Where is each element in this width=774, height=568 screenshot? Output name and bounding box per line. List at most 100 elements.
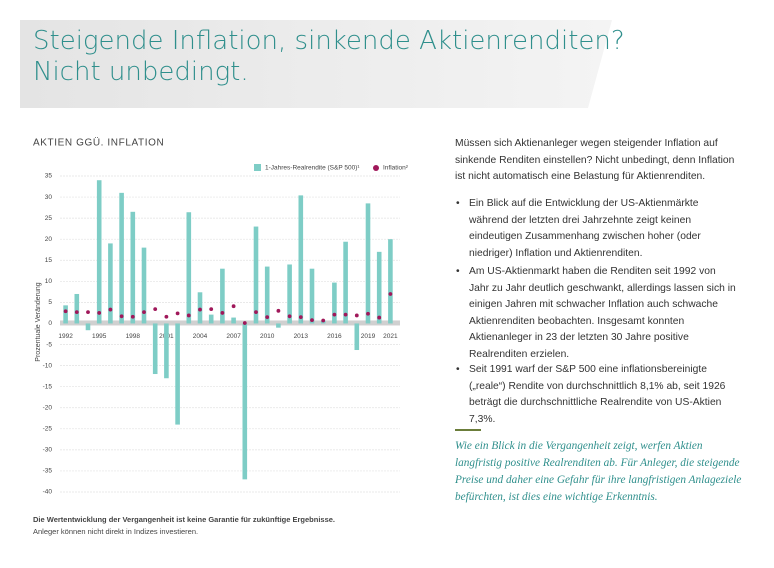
bar xyxy=(186,212,192,324)
bar xyxy=(264,266,270,324)
x-tick-label: 2019 xyxy=(361,333,376,340)
bar xyxy=(365,203,371,324)
quote: Wie ein Blick in die Vergangenheit zeigt… xyxy=(455,440,742,503)
bar xyxy=(354,323,360,351)
bar xyxy=(231,317,236,324)
x-tick-label: 2004 xyxy=(193,333,208,340)
bar xyxy=(287,264,292,324)
bar xyxy=(332,282,337,324)
bar xyxy=(85,323,91,331)
bar xyxy=(74,293,80,324)
bar xyxy=(96,180,102,324)
x-tick-label: 2016 xyxy=(327,333,342,340)
inflation-dot xyxy=(298,315,303,320)
inflation-dot xyxy=(130,314,135,319)
x-tick-label: 1995 xyxy=(92,333,107,340)
inflation-dot xyxy=(287,314,292,319)
y-tick-label: -5 xyxy=(46,341,52,348)
y-tick-label: 15 xyxy=(45,257,53,264)
bar xyxy=(376,251,382,324)
bullet: Ein Blick auf die Entwicklung der US-Akt… xyxy=(455,196,737,262)
inflation-dot xyxy=(377,315,382,320)
x-tick-label: 2010 xyxy=(260,333,275,340)
inflation-dot xyxy=(254,310,258,314)
x-tick-label: 1992 xyxy=(58,333,73,340)
inflation-dot xyxy=(97,311,102,315)
inflation-dot xyxy=(63,309,68,314)
y-tick-label: 20 xyxy=(45,236,53,243)
inflation-dot xyxy=(310,318,314,322)
bar xyxy=(119,192,124,324)
inflation-dot xyxy=(366,311,370,316)
inflation-dot xyxy=(321,318,326,323)
bar xyxy=(242,323,248,480)
y-axis-label: Prozentuale Veränderung xyxy=(35,282,42,361)
bar xyxy=(108,243,113,324)
inflation-dot xyxy=(153,307,158,312)
zero-band xyxy=(60,320,400,326)
inflation-dot xyxy=(164,314,169,319)
inflation-dot xyxy=(242,321,247,325)
inflation-dot xyxy=(265,315,270,320)
inflation-dot xyxy=(388,292,393,296)
quote-rule xyxy=(455,429,481,431)
bar xyxy=(309,268,315,324)
legend-label: Inflation² xyxy=(383,165,409,172)
bar xyxy=(276,323,281,328)
chart-title: AKTIEN GGÜ. INFLATION xyxy=(33,137,164,149)
footnote: Anleger können nicht direkt in Indizes i… xyxy=(33,527,198,536)
legend-label: 1-Jahres-Realrendite (S&P 500)¹ xyxy=(265,165,360,172)
bar xyxy=(164,323,169,379)
bar xyxy=(130,211,136,324)
x-tick-label: 2013 xyxy=(294,333,309,340)
y-tick-label: -40 xyxy=(43,489,53,496)
inflation-dot xyxy=(142,310,146,314)
bar xyxy=(388,239,393,324)
inflation-dot xyxy=(343,312,348,317)
y-tick-label: 5 xyxy=(48,299,52,306)
y-tick-label: -30 xyxy=(43,447,53,454)
y-tick-label: -20 xyxy=(43,404,53,411)
inflation-dot xyxy=(119,314,124,319)
header-banner xyxy=(20,20,612,108)
title-line: Steigende Inflation, sinkende Aktienrend… xyxy=(33,26,625,56)
inflation-dot xyxy=(332,312,337,317)
bar xyxy=(208,314,214,324)
inflation-dot xyxy=(354,313,359,318)
legend-swatch xyxy=(373,165,379,171)
y-tick-label: 0 xyxy=(48,320,52,327)
y-tick-label: 30 xyxy=(45,194,53,201)
x-tick-label: 1998 xyxy=(126,333,141,340)
inflation-dot xyxy=(108,307,113,312)
inflation-dot xyxy=(186,313,191,318)
bullet: Seit 1991 warf der S&P 500 eine inflatio… xyxy=(455,362,737,428)
bar xyxy=(152,323,158,375)
bar xyxy=(298,195,304,324)
bar xyxy=(175,323,180,425)
bar xyxy=(141,247,147,324)
inflation-dot xyxy=(86,310,90,314)
inflation-dot xyxy=(220,311,225,315)
inflation-dot xyxy=(74,310,79,314)
y-tick-label: -15 xyxy=(43,383,53,390)
intro-text: Müssen sich Aktienanleger wegen steigend… xyxy=(455,138,735,182)
bar xyxy=(253,226,259,324)
y-tick-label: -35 xyxy=(43,468,53,475)
inflation-dot xyxy=(175,311,180,316)
bar xyxy=(63,305,68,324)
x-tick-label: 2021 xyxy=(383,333,398,340)
inflation-dot xyxy=(198,307,202,312)
y-tick-label: -25 xyxy=(43,426,53,433)
inflation-dot xyxy=(231,304,236,309)
title-line: Nicht unbedingt. xyxy=(33,57,249,87)
legend-swatch xyxy=(254,164,261,171)
page-title: Steigende Inflation, sinkende Aktienrend… xyxy=(33,26,625,88)
inflation-dot xyxy=(276,308,281,313)
bar xyxy=(220,268,225,324)
bar xyxy=(343,241,348,324)
y-tick-label: 10 xyxy=(45,278,53,285)
footnote: Die Wertentwicklung der Vergangenheit is… xyxy=(33,515,335,524)
bullet: Am US-Aktienmarkt haben die Renditen sei… xyxy=(455,264,737,363)
inflation-dot xyxy=(209,307,214,312)
